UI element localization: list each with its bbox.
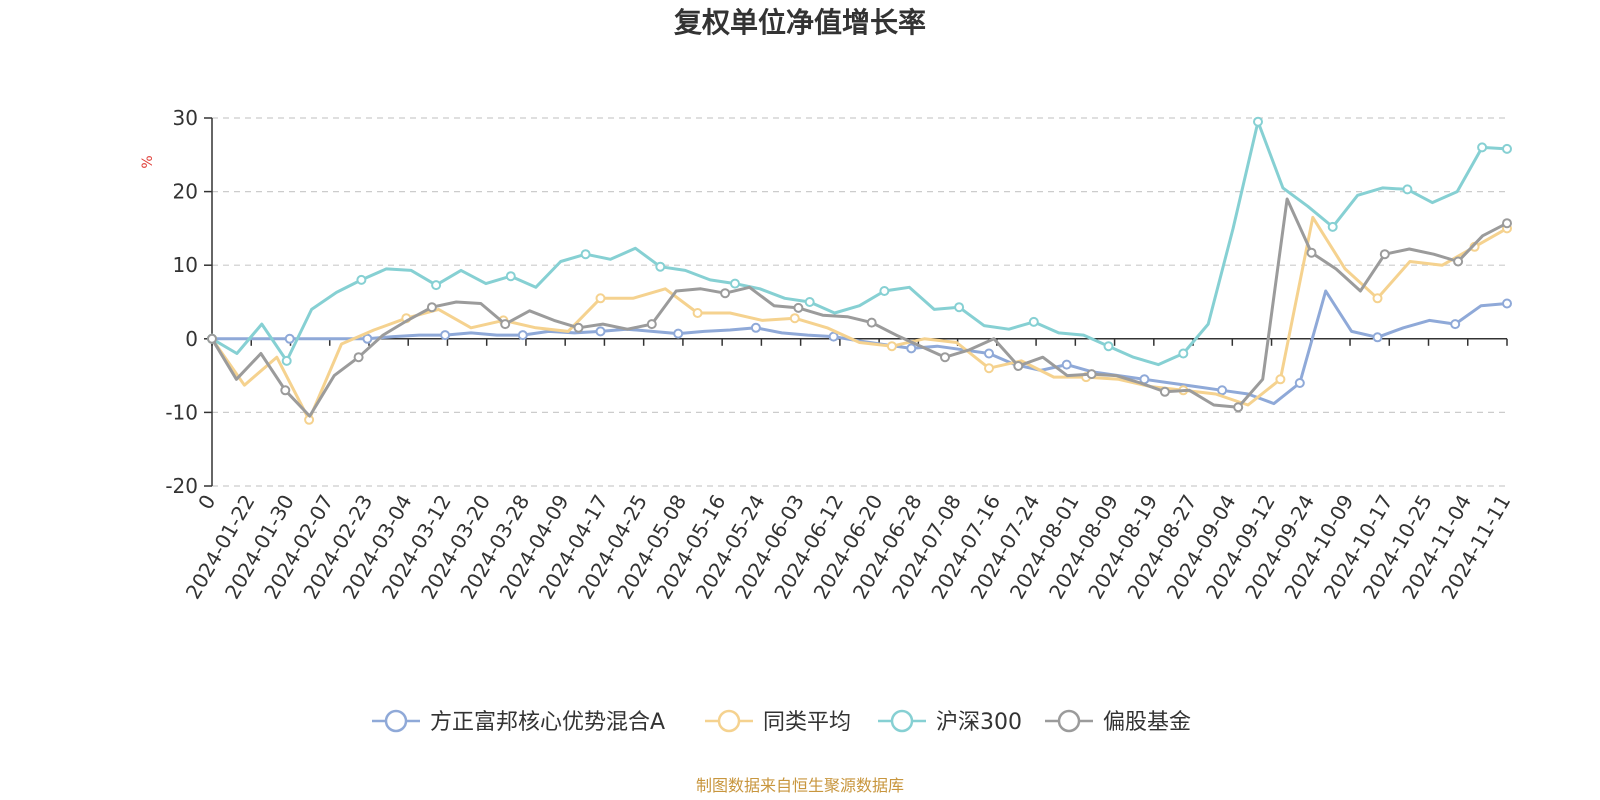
data-point[interactable] <box>1028 316 1039 327</box>
data-point[interactable] <box>505 271 516 282</box>
data-point[interactable] <box>750 322 761 333</box>
legend-label: 同类平均 <box>763 710 851 735</box>
series-0 <box>207 289 1512 406</box>
data-point[interactable] <box>1477 142 1488 153</box>
data-point[interactable] <box>1086 369 1097 380</box>
data-point[interactable] <box>1502 298 1512 309</box>
data-point[interactable] <box>1013 361 1024 371</box>
data-point[interactable] <box>1502 143 1512 154</box>
y-tick-label: 30 <box>173 106 198 130</box>
data-point[interactable] <box>1453 256 1464 267</box>
grid-lines <box>212 117 1507 487</box>
series-line <box>210 197 1508 418</box>
data-point[interactable] <box>940 352 950 363</box>
legend-marker-icon <box>717 709 741 733</box>
y-tick-label: 10 <box>173 253 198 277</box>
y-axis: 30 20 10 0 -10 -20 <box>165 106 213 498</box>
legend[interactable]: 方正富邦核心优势混合A 同类平均 沪深300 偏股基金 <box>372 709 1191 735</box>
legend-item-0[interactable]: 方正富邦核心优势混合A <box>372 709 665 735</box>
data-point[interactable] <box>580 249 591 260</box>
data-point[interactable] <box>284 333 295 344</box>
data-point[interactable] <box>984 348 994 359</box>
data-point[interactable] <box>440 330 451 341</box>
data-point[interactable] <box>362 333 373 344</box>
data-point[interactable] <box>793 302 804 313</box>
data-point[interactable] <box>1103 341 1114 352</box>
data-point[interactable] <box>500 319 511 330</box>
legend-label: 方正富邦核心优势混合A <box>430 710 665 735</box>
data-point[interactable] <box>906 343 917 354</box>
data-point[interactable] <box>879 286 890 296</box>
data-point[interactable] <box>1450 319 1461 330</box>
legend-item-2[interactable]: 沪深300 <box>878 709 1022 735</box>
series-3 <box>207 197 1512 418</box>
data-source-note: 制图数据来自恒生聚源数据库 <box>696 776 904 795</box>
data-point[interactable] <box>984 363 994 374</box>
y-tick-label: 20 <box>173 180 198 204</box>
data-point[interactable] <box>595 293 606 304</box>
series-lines <box>207 116 1512 425</box>
data-point[interactable] <box>1327 221 1338 232</box>
data-point[interactable] <box>1402 184 1413 195</box>
data-point[interactable] <box>280 385 291 396</box>
data-point[interactable] <box>356 274 367 285</box>
data-point[interactable] <box>692 308 703 318</box>
data-point[interactable] <box>1061 359 1072 370</box>
y-tick-label: -10 <box>165 400 198 424</box>
legend-item-1[interactable]: 同类平均 <box>705 709 851 735</box>
series-line <box>210 215 1508 422</box>
series-line <box>211 120 1508 367</box>
data-point[interactable] <box>655 261 666 272</box>
data-point[interactable] <box>431 280 442 291</box>
data-point[interactable] <box>1294 378 1305 388</box>
legend-marker-icon <box>890 709 914 733</box>
series-line <box>212 289 1508 406</box>
legend-label: 沪深300 <box>936 710 1022 735</box>
data-point[interactable] <box>573 322 584 333</box>
y-axis-unit: % <box>140 155 156 168</box>
data-point[interactable] <box>207 333 217 344</box>
data-point[interactable] <box>1233 402 1244 413</box>
data-point[interactable] <box>353 352 364 363</box>
data-point[interactable] <box>866 317 877 328</box>
data-point[interactable] <box>886 341 897 352</box>
x-axis: 02024-01-222024-01-302024-02-072024-02-2… <box>181 338 1515 603</box>
data-point[interactable] <box>673 328 684 339</box>
y-tick-label: 0 <box>185 327 198 351</box>
legend-label: 偏股基金 <box>1103 710 1191 735</box>
data-point[interactable] <box>828 331 839 342</box>
data-point[interactable] <box>1275 374 1286 385</box>
data-point[interactable] <box>1372 332 1383 343</box>
data-point[interactable] <box>1306 247 1317 258</box>
data-point[interactable] <box>1372 293 1383 304</box>
data-point[interactable] <box>281 355 292 366</box>
data-point[interactable] <box>1253 116 1263 127</box>
y-tick-label: -20 <box>165 474 198 498</box>
data-point[interactable] <box>954 302 965 313</box>
chart-title: 复权单位净值增长率 <box>674 6 926 39</box>
legend-item-3[interactable]: 偏股基金 <box>1045 709 1191 735</box>
data-point[interactable] <box>804 297 815 307</box>
data-point[interactable] <box>730 278 740 289</box>
data-point[interactable] <box>1217 385 1228 396</box>
data-point[interactable] <box>1159 386 1170 397</box>
data-point[interactable] <box>1502 218 1512 229</box>
data-point[interactable] <box>1178 348 1189 359</box>
legend-marker-icon <box>1057 709 1081 733</box>
legend-marker-icon <box>384 709 408 733</box>
data-point[interactable] <box>517 330 528 341</box>
data-point[interactable] <box>789 313 800 324</box>
x-tick-label: 0 <box>193 491 220 514</box>
data-point[interactable] <box>1379 249 1390 260</box>
data-point[interactable] <box>426 302 437 313</box>
data-point[interactable] <box>646 319 657 330</box>
data-point[interactable] <box>720 288 731 299</box>
data-point[interactable] <box>595 326 606 337</box>
